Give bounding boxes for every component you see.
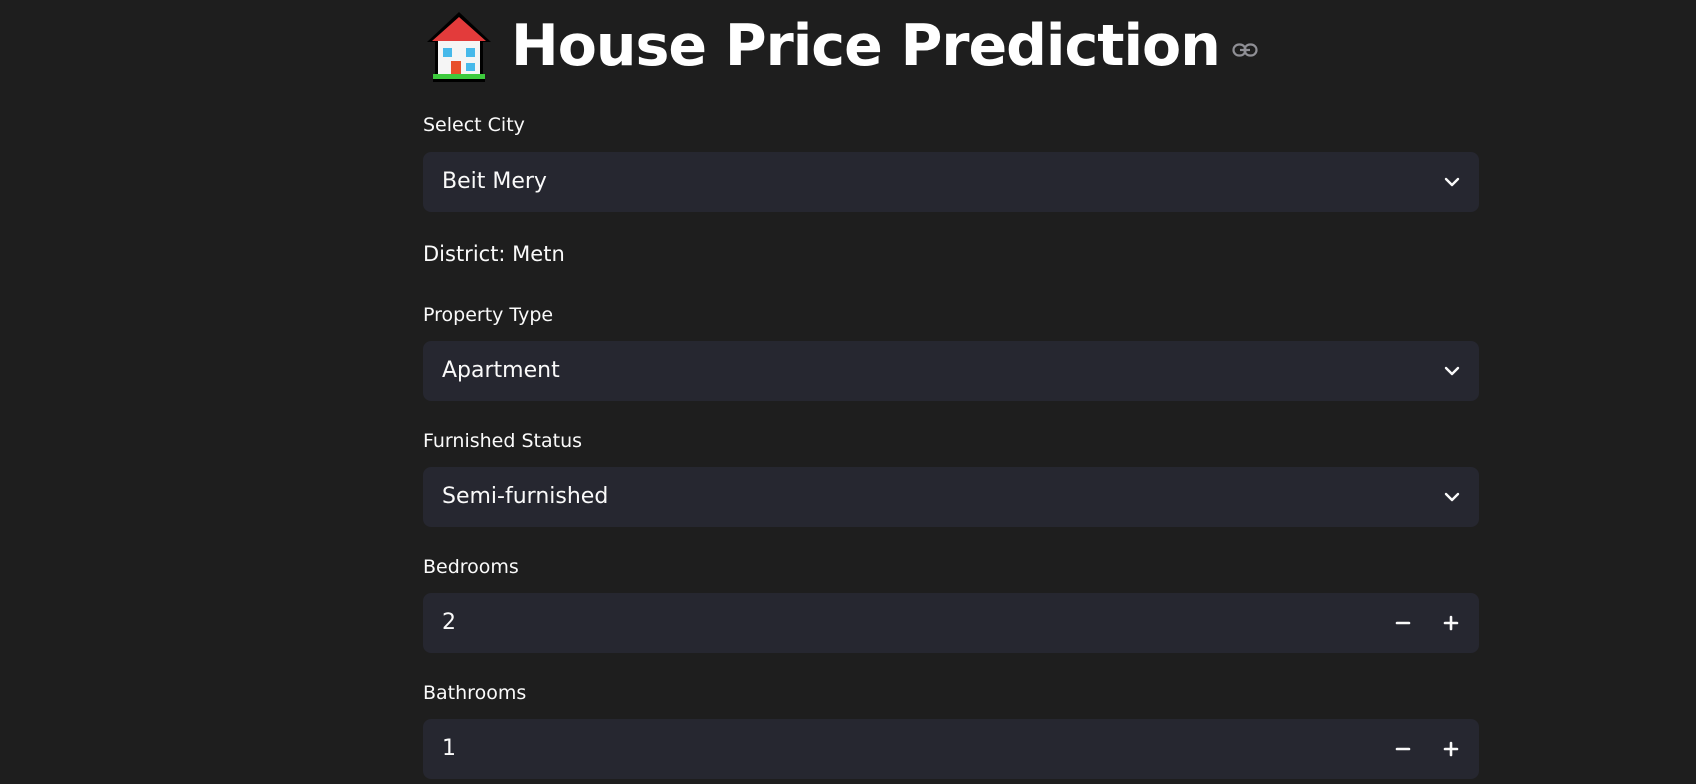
bedrooms-value[interactable]: 2 bbox=[442, 610, 456, 635]
city-select[interactable]: Beit Mery bbox=[423, 152, 1479, 212]
district-text: District: Metn bbox=[423, 242, 565, 266]
bedrooms-decrement-button[interactable] bbox=[1383, 603, 1423, 643]
city-selected-value: Beit Mery bbox=[442, 169, 547, 194]
bathrooms-value[interactable]: 1 bbox=[442, 736, 456, 761]
page-title: House Price Prediction bbox=[511, 13, 1221, 79]
minus-icon bbox=[1395, 621, 1411, 625]
furnished-status-select[interactable]: Semi-furnished bbox=[423, 467, 1479, 527]
chevron-down-icon[interactable] bbox=[1443, 489, 1461, 505]
house-emoji-icon bbox=[427, 12, 491, 82]
plus-icon bbox=[1443, 741, 1459, 757]
furnished-status-selected-value: Semi-furnished bbox=[442, 484, 609, 509]
furnished-status-label: Furnished Status bbox=[423, 430, 583, 452]
bathrooms-number-input[interactable]: 1 bbox=[423, 719, 1479, 779]
minus-icon bbox=[1395, 747, 1411, 751]
chevron-down-icon[interactable] bbox=[1443, 174, 1461, 190]
bathrooms-decrement-button[interactable] bbox=[1383, 729, 1423, 769]
bedrooms-label: Bedrooms bbox=[423, 556, 519, 578]
city-label: Select City bbox=[423, 114, 525, 136]
bedrooms-increment-button[interactable] bbox=[1431, 603, 1471, 643]
plus-icon bbox=[1443, 615, 1459, 631]
property-type-select[interactable]: Apartment bbox=[423, 341, 1479, 401]
property-type-selected-value: Apartment bbox=[442, 358, 560, 383]
property-type-label: Property Type bbox=[423, 304, 554, 326]
chevron-down-icon[interactable] bbox=[1443, 363, 1461, 379]
page-title-row: House Price Prediction bbox=[423, 6, 1258, 86]
link-icon[interactable] bbox=[1232, 43, 1258, 57]
bathrooms-label: Bathrooms bbox=[423, 682, 527, 704]
bathrooms-increment-button[interactable] bbox=[1431, 729, 1471, 769]
bedrooms-number-input[interactable]: 2 bbox=[423, 593, 1479, 653]
